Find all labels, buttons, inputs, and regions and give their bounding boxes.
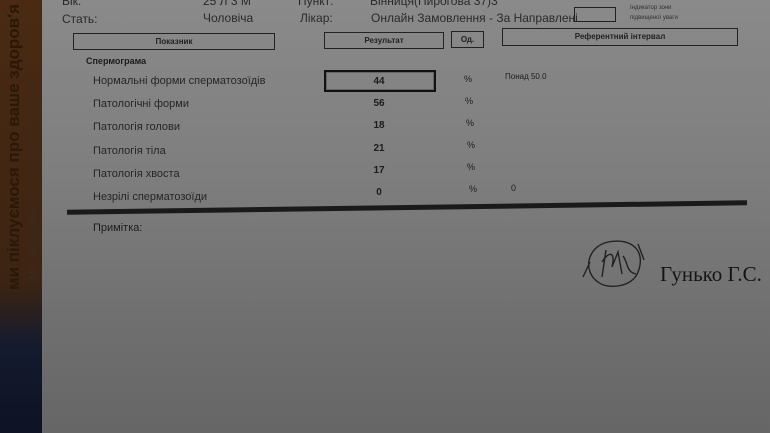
doctor-label: Лікар: xyxy=(300,11,333,25)
row-reference: Понад 50.0 xyxy=(505,72,547,81)
booklet-spine: ми піклуємося про ваше здоров'я ми піклу… xyxy=(0,0,42,433)
age-value: 25 Л 3 М xyxy=(203,0,251,8)
row-unit: % xyxy=(467,140,476,150)
row-name: Патологія голови xyxy=(93,121,180,133)
indicator-note: Індикатор зони підвищеної уваги xyxy=(630,5,678,21)
row-name: Нормальні форми сперматозоїдів xyxy=(93,75,266,87)
lab-report-page xyxy=(42,0,770,433)
row-reference: 0 xyxy=(511,183,517,193)
flagged-result-box xyxy=(324,70,436,92)
row-name: Незрілі сперматозоїди xyxy=(93,191,208,203)
row-name: Патологічні форми xyxy=(93,98,189,110)
note-label: Примітка: xyxy=(93,222,143,234)
row-unit: % xyxy=(466,118,475,128)
age-label: Вік: xyxy=(62,0,82,8)
row-name: Патологія хвоста xyxy=(93,168,180,180)
row-result: 44 xyxy=(373,76,385,87)
point-value: Вінниця(Пирогова 37)3 xyxy=(370,0,498,8)
header-result: Результат xyxy=(324,32,444,49)
row-unit: % xyxy=(469,184,478,194)
header-unit: Од. xyxy=(451,31,484,48)
row-result: 56 xyxy=(373,98,385,109)
row-result: 21 xyxy=(373,143,385,154)
header-reference: Референтний інтервал xyxy=(502,28,738,46)
sex-value: Чоловіча xyxy=(203,11,254,25)
signature-scribble-icon xyxy=(582,240,645,288)
doctor-name: Гунько Г.С. xyxy=(660,262,762,286)
row-result: 18 xyxy=(373,120,385,131)
spine-slogan-secondary: ми піклуємося про ваше здоров'я xyxy=(24,78,39,280)
row-unit: % xyxy=(465,96,474,106)
spine-slogan: ми піклуємося про ваше здоров'я xyxy=(4,3,23,290)
header-indicator: Показник xyxy=(73,33,275,50)
indicator-box xyxy=(574,7,616,22)
doctor-signature: Гунько Г.С. xyxy=(578,232,762,297)
row-unit: % xyxy=(464,74,473,84)
point-label: Пункт: xyxy=(298,0,334,8)
row-result: 17 xyxy=(373,165,385,176)
row-name: Патологія тіла xyxy=(93,145,166,157)
row-result: 0 xyxy=(376,187,382,198)
doctor-value: Онлайн Замовлення - За Направлені xyxy=(371,11,578,25)
row-unit: % xyxy=(467,162,476,172)
sex-label: Стать: xyxy=(62,12,98,26)
section-title: Спермограма xyxy=(86,56,147,66)
